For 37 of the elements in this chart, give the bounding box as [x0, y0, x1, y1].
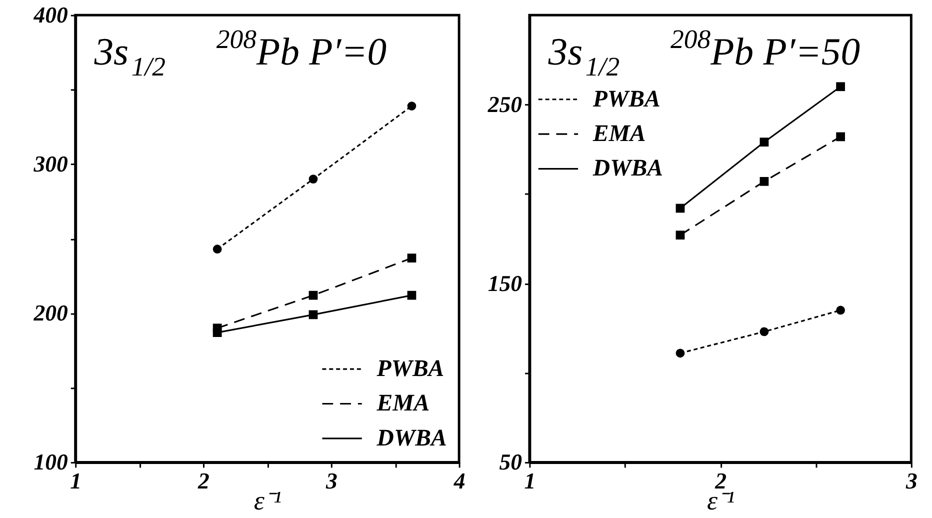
legend-label: PWBA: [592, 86, 660, 112]
x-axis-title: ε⁻¹: [254, 485, 282, 516]
point: [836, 82, 845, 92]
legend-label: EMA: [376, 390, 430, 417]
point: [760, 177, 769, 186]
point: [212, 328, 222, 338]
x-tick-label: 3: [904, 468, 918, 494]
point: [407, 290, 416, 300]
legend-label: PWBA: [376, 356, 444, 382]
legend-label: DWBA: [376, 425, 447, 452]
point: [676, 230, 685, 240]
point: [836, 306, 845, 315]
point: [760, 138, 769, 147]
point: [308, 310, 318, 320]
y-tick-label: 250: [486, 92, 522, 117]
x-tick-label: 1: [524, 468, 536, 494]
y-tick-label: 50: [499, 450, 522, 475]
point: [407, 254, 416, 262]
x-tick-label: 4: [452, 468, 466, 494]
y-tick-label: 300: [32, 152, 68, 177]
y-tick-label: 150: [488, 270, 522, 296]
y-tick-label: 200: [32, 300, 68, 326]
x-tick-label: 3: [324, 468, 338, 494]
point: [308, 290, 318, 300]
point: [676, 348, 685, 358]
point: [407, 102, 416, 110]
point: [760, 327, 769, 336]
point: [308, 174, 318, 184]
y-tick-label: 100: [34, 450, 68, 475]
legend-label: EMA: [592, 121, 646, 148]
legend-label: DWBA: [592, 156, 663, 182]
x-tick-label: 1: [70, 468, 82, 494]
point: [212, 244, 222, 254]
y-tick-label: 400: [32, 2, 68, 28]
x-tick-label: 2: [197, 468, 210, 494]
point: [676, 204, 685, 213]
point: [836, 132, 845, 142]
